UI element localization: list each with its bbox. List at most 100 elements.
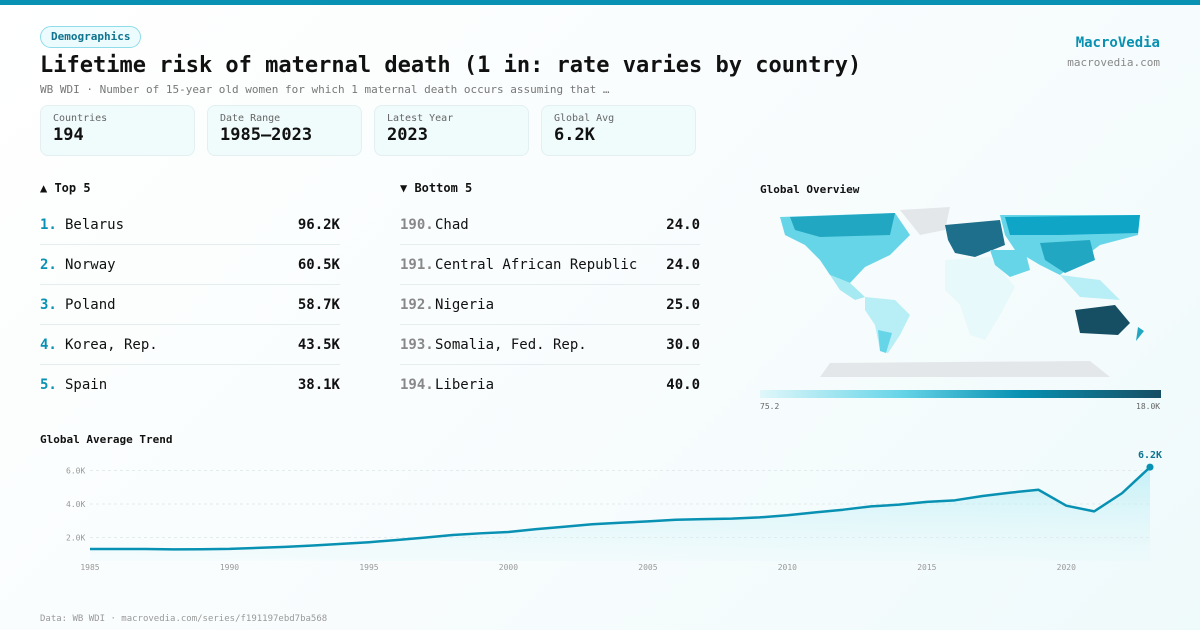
country-name: Belarus xyxy=(65,216,125,233)
scale-max-label: 18.0K xyxy=(1136,402,1161,411)
color-scale-legend xyxy=(760,390,1161,398)
stat-label: Countries xyxy=(53,113,108,124)
map-china[interactable] xyxy=(1040,240,1095,273)
country-name: Nigeria xyxy=(435,296,495,313)
stats-row: Countries 194 Date Range 1985–2023 Latest … xyxy=(40,105,696,156)
stat-card-date-range: Date Range 1985–2023 xyxy=(207,105,362,156)
rank: 5. xyxy=(40,377,57,393)
country-value: 58.7K xyxy=(297,296,340,313)
world-map[interactable] xyxy=(760,205,1161,380)
country-value: 38.1K xyxy=(297,377,340,393)
y-tick-label: 4.0K xyxy=(66,500,85,509)
country-name: Liberia xyxy=(435,377,495,393)
map-new-zealand[interactable] xyxy=(1136,327,1144,341)
country-value: 40.0 xyxy=(666,377,700,393)
list-item[interactable]: 194. Liberia 40.0 xyxy=(400,365,700,405)
stat-value: 1985–2023 xyxy=(220,125,313,145)
rank: 194. xyxy=(400,377,434,393)
country-value: 43.5K xyxy=(297,336,340,353)
brand-url[interactable]: macrovedia.com xyxy=(1067,56,1160,69)
brand-logo[interactable]: MacroVedia xyxy=(1075,35,1160,51)
map-se-asia[interactable] xyxy=(1060,275,1120,300)
rank: 193. xyxy=(400,336,434,353)
map-greenland xyxy=(900,207,950,235)
country-value: 24.0 xyxy=(666,256,700,273)
stat-card-countries: Countries 194 xyxy=(40,105,195,156)
x-tick-label: 2020 xyxy=(1057,563,1076,572)
country-name: Korea, Rep. xyxy=(65,336,158,353)
trend-area xyxy=(90,467,1150,561)
x-tick-label: 1995 xyxy=(359,563,378,572)
map-europe[interactable] xyxy=(945,220,1005,257)
map-africa[interactable] xyxy=(945,257,1015,340)
footer-source: Data: WB WDI · macrovedia.com/series/f19… xyxy=(40,614,328,624)
y-tick-label: 2.0K xyxy=(66,534,85,543)
country-value: 30.0 xyxy=(666,336,700,353)
page-subtitle: WB WDI · Number of 15-year old women for… xyxy=(40,83,610,96)
x-tick-label: 2000 xyxy=(499,563,518,572)
scale-min-label: 75.2 xyxy=(760,402,780,411)
map-central-america[interactable] xyxy=(830,275,865,300)
stat-card-global-avg: Global Avg 6.2K xyxy=(541,105,696,156)
bottom-5-list: ▼ Bottom 5 190. Chad 24.0 191. Central Afric… xyxy=(400,181,700,405)
rank: 190. xyxy=(400,216,434,233)
rank: 3. xyxy=(40,296,57,313)
rank: 1. xyxy=(40,216,57,233)
map-argentina[interactable] xyxy=(878,330,892,353)
top-5-list: ▲ Top 5 1. Belarus 96.2K 2. Norway 60.5K 3. Pol… xyxy=(40,181,340,405)
rank: 191. xyxy=(400,256,434,273)
country-value: 60.5K xyxy=(297,256,340,273)
list-item[interactable]: 193. Somalia, Fed. Rep. 30.0 xyxy=(400,325,700,365)
category-tag[interactable]: Demographics xyxy=(40,26,142,48)
country-name: Poland xyxy=(65,296,116,313)
country-name: Central African Republic xyxy=(435,256,638,273)
top-accent-bar xyxy=(0,0,1200,5)
country-value: 25.0 xyxy=(666,296,700,313)
list-item[interactable]: 190. Chad 24.0 xyxy=(400,205,700,245)
rank: 4. xyxy=(40,336,57,353)
rank: 2. xyxy=(40,256,57,273)
x-tick-label: 1990 xyxy=(220,563,239,572)
map-south-america[interactable] xyxy=(865,297,910,353)
list-item[interactable]: 3. Poland 58.7K xyxy=(40,285,340,325)
trend-chart[interactable]: 2.0K 4.0K 6.0K 1985 1990 1995 2000 2005 2010 2015… xyxy=(0,440,1200,580)
list-item[interactable]: 1. Belarus 96.2K xyxy=(40,205,340,245)
map-canada[interactable] xyxy=(790,213,895,237)
map-australia[interactable] xyxy=(1075,305,1130,335)
page-title: Lifetime risk of maternal death (1 in: r… xyxy=(40,53,862,78)
list-item[interactable]: 2. Norway 60.5K xyxy=(40,245,340,285)
x-tick-label: 1985 xyxy=(80,563,99,572)
country-name: Somalia, Fed. Rep. xyxy=(435,336,587,353)
country-name: Chad xyxy=(435,216,469,233)
stat-value: 2023 xyxy=(387,125,428,145)
country-value: 24.0 xyxy=(666,216,700,233)
data-point xyxy=(1146,463,1154,471)
top-5-title: ▲ Top 5 xyxy=(40,181,91,195)
map-antarctica xyxy=(820,361,1110,377)
trend-line xyxy=(90,466,1151,551)
country-name: Norway xyxy=(65,256,116,273)
bottom-5-title: ▼ Bottom 5 xyxy=(400,181,473,195)
map-title: Global Overview xyxy=(760,183,860,196)
x-tick-label: 2010 xyxy=(778,563,797,572)
y-tick-label: 6.0K xyxy=(66,467,85,476)
country-value: 96.2K xyxy=(297,216,340,233)
stat-value: 6.2K xyxy=(554,125,595,145)
x-tick-label: 2005 xyxy=(638,563,657,572)
list-item[interactable]: 4. Korea, Rep. 43.5K xyxy=(40,325,340,365)
x-tick-label: 2015 xyxy=(917,563,936,572)
trend-title: Global Average Trend xyxy=(40,433,173,446)
last-value-label: 6.2K xyxy=(1138,450,1162,461)
map-russia[interactable] xyxy=(1005,215,1140,235)
list-item[interactable]: 192. Nigeria 25.0 xyxy=(400,285,700,325)
list-item[interactable]: 191. Central African Republic 24.0 xyxy=(400,245,700,285)
stat-value: 194 xyxy=(53,125,84,145)
country-name: Spain xyxy=(65,377,108,393)
stat-label: Global Avg xyxy=(554,113,615,124)
stat-card-latest-year: Latest Year 2023 xyxy=(374,105,529,156)
stat-label: Latest Year xyxy=(387,113,454,124)
list-item[interactable]: 5. Spain 38.1K xyxy=(40,365,340,405)
map-middle-east[interactable] xyxy=(990,250,1030,277)
stat-label: Date Range xyxy=(220,113,281,124)
rank: 192. xyxy=(400,296,434,313)
